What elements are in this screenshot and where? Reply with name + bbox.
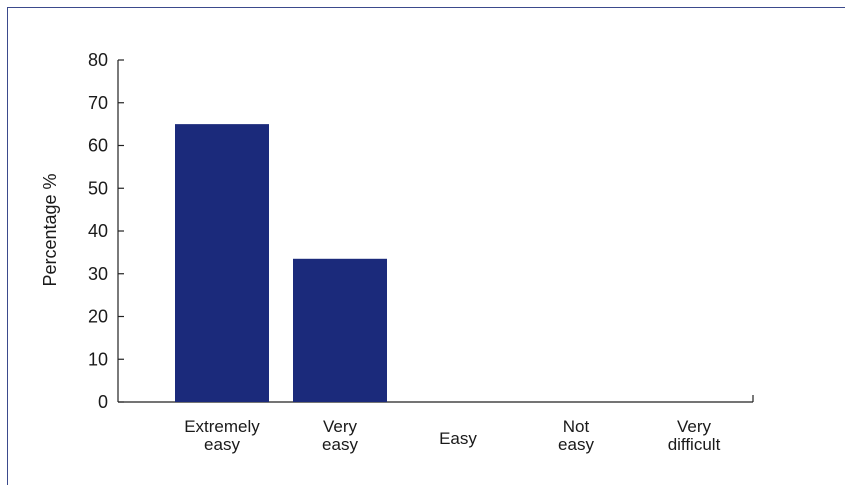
x-tick-label-line: Very — [677, 417, 712, 436]
y-tick-label: 0 — [98, 392, 108, 412]
bar — [175, 124, 269, 402]
x-tick-label-line: Easy — [439, 429, 477, 448]
x-tick-label: Easy — [439, 429, 477, 448]
chart-frame — [7, 7, 845, 485]
x-tick-label-line: Extremely — [184, 417, 260, 436]
y-ticks: 0 10 20 30 40 50 60 70 80 — [88, 50, 124, 412]
x-tick-label-line: Not — [563, 417, 590, 436]
x-tick-label-line: easy — [322, 435, 358, 454]
y-tick-label: 80 — [88, 50, 108, 70]
x-tick-label-line: easy — [558, 435, 594, 454]
y-tick-label: 60 — [88, 136, 108, 156]
y-tick-label: 70 — [88, 93, 108, 113]
y-tick-label: 30 — [88, 264, 108, 284]
x-tick-label-line: difficult — [668, 435, 721, 454]
y-axis-label: Percentage % — [40, 173, 60, 286]
x-tick-label: Not easy — [558, 417, 594, 454]
bar — [293, 258, 387, 402]
x-tick-label: Very easy — [322, 417, 358, 454]
y-tick-label: 10 — [88, 349, 108, 369]
y-tick-label: 40 — [88, 221, 108, 241]
y-tick-label: 50 — [88, 178, 108, 198]
bars — [175, 124, 387, 402]
x-tick-label-line: easy — [204, 435, 240, 454]
x-tick-label: Extremely easy — [184, 417, 260, 454]
y-tick-label: 20 — [88, 307, 108, 327]
x-tick-label: Very difficult — [668, 417, 721, 454]
x-tick-label-line: Very — [323, 417, 358, 436]
